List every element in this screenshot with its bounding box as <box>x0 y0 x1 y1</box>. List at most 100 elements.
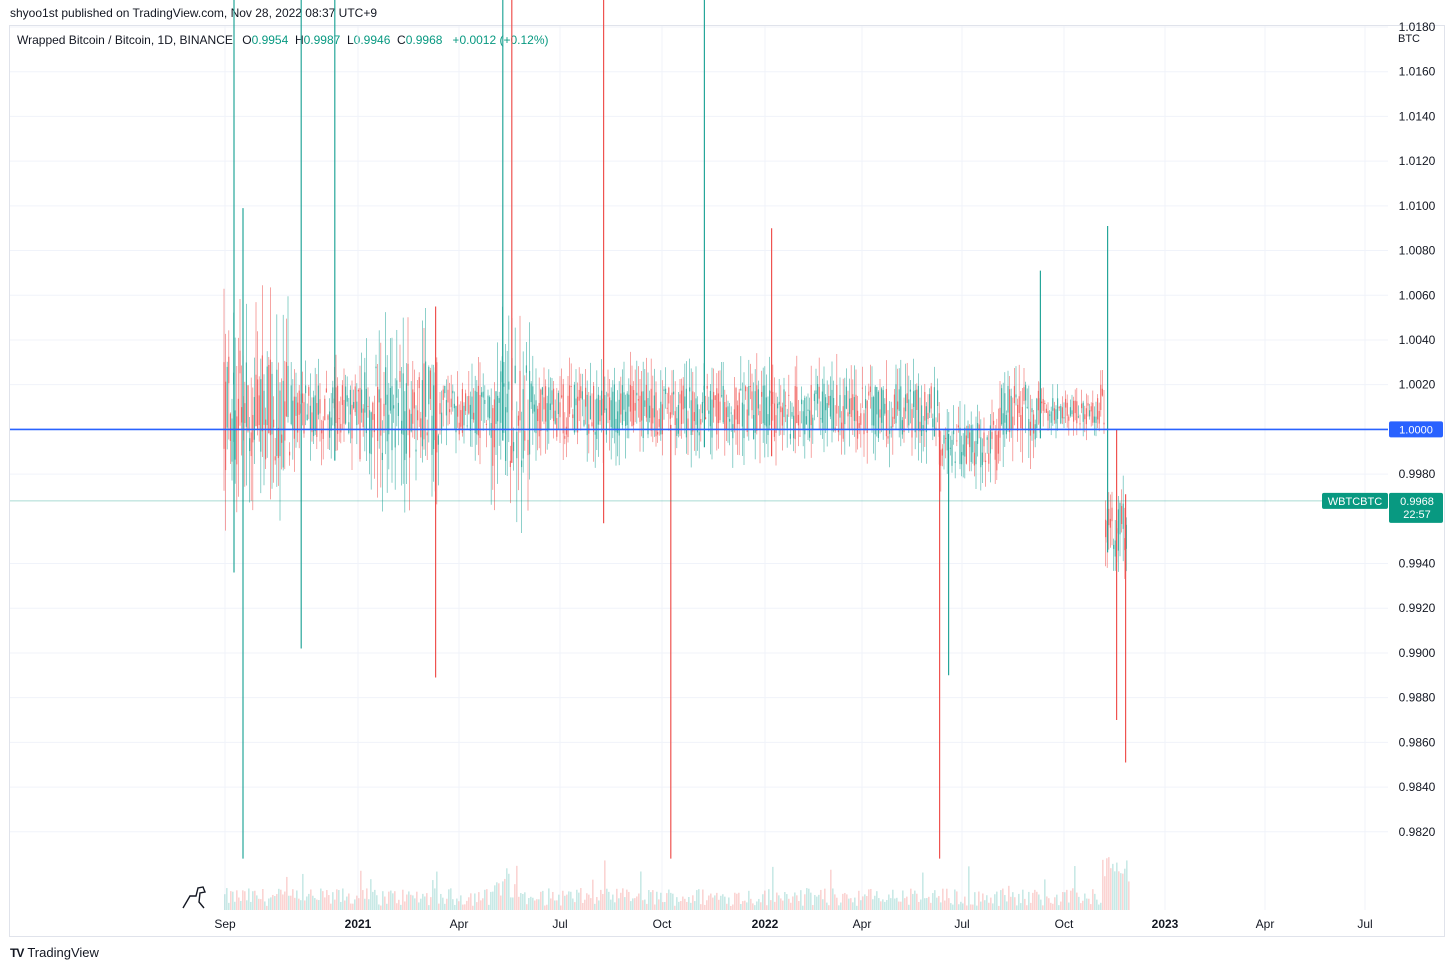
volume-bar <box>764 890 766 910</box>
horizontal-line-badge <box>1389 421 1443 438</box>
tradingview-footer[interactable]: TV TradingView <box>10 945 99 960</box>
candle-body <box>882 390 884 429</box>
volume-bar <box>350 903 352 910</box>
symbol-title[interactable]: Wrapped Bitcoin / Bitcoin, 1D, BINANCE <box>17 33 233 47</box>
volume-bar <box>1028 891 1030 910</box>
candle-body <box>932 418 934 428</box>
candle-body <box>335 387 337 423</box>
candle-body <box>607 393 609 397</box>
volume-bar <box>638 893 640 910</box>
candle-body <box>381 452 383 461</box>
volume-bar <box>620 892 622 910</box>
volume-bar <box>262 889 264 910</box>
candle-body <box>658 419 660 427</box>
volume-bar <box>1052 903 1054 910</box>
volume-bar <box>1054 897 1056 910</box>
candle-body <box>378 389 380 403</box>
candle-body <box>805 416 807 425</box>
symbol-badge-label: WBTCBTC <box>1328 496 1382 508</box>
candle-body <box>498 398 500 403</box>
candle-body <box>522 389 524 459</box>
volume-bar <box>886 900 888 910</box>
volume-bar <box>1126 860 1128 910</box>
volume-bar <box>794 892 796 910</box>
candle-body <box>1042 398 1044 411</box>
candle-body <box>874 386 876 435</box>
volume-bar <box>280 889 282 910</box>
y-tick-label: 0.9920 <box>1399 601 1436 615</box>
candle-body <box>345 386 347 424</box>
candle-body <box>297 402 299 433</box>
candle-body <box>234 410 236 460</box>
candle-body <box>612 391 614 429</box>
volume-bar <box>424 896 426 910</box>
volume-bar <box>442 897 444 910</box>
volume-bar <box>1008 885 1010 910</box>
candle-body <box>407 363 409 386</box>
volume-bar <box>874 895 876 910</box>
close-label: C <box>397 33 406 47</box>
candle-body <box>605 408 607 435</box>
candle-body <box>1092 402 1094 423</box>
volume-bar <box>1106 858 1108 910</box>
volume-bar <box>226 888 228 910</box>
volume-bar <box>940 902 942 910</box>
volume-bar <box>1084 893 1086 910</box>
candle-body <box>972 429 974 453</box>
volume-bar <box>962 903 964 910</box>
volume-bar <box>824 888 826 910</box>
y-tick-label: 0.9880 <box>1399 691 1436 705</box>
horizontal-line-label: 1.0000 <box>1399 424 1433 436</box>
candle-body <box>591 422 593 427</box>
chart-frame <box>9 25 1445 937</box>
candle-body <box>458 422 460 435</box>
candle-body <box>1053 408 1055 421</box>
volume-bar <box>464 904 466 910</box>
volume-bar <box>546 904 548 910</box>
volume-bar <box>572 898 574 910</box>
candle-body <box>653 395 655 418</box>
candle-body <box>513 442 515 452</box>
volume-bar <box>788 898 790 910</box>
candle-body <box>401 420 403 434</box>
tradingview-logo-icon: TV <box>10 945 24 960</box>
volume-bar <box>522 894 524 910</box>
candle-body <box>1097 398 1099 420</box>
candle-body <box>1103 422 1105 425</box>
candle-body <box>647 398 649 435</box>
volume-bar <box>282 894 284 910</box>
volume-bar <box>530 896 532 910</box>
candle-body <box>1090 406 1092 412</box>
candle-body <box>633 390 635 426</box>
volume-bar <box>674 905 676 910</box>
volume-bar <box>870 888 872 910</box>
candle-body <box>818 386 820 399</box>
candle-body <box>629 384 631 412</box>
candle-body <box>850 397 852 417</box>
candle-body <box>284 401 286 441</box>
candle-body <box>948 429 950 433</box>
candle-body <box>825 397 827 411</box>
candle-body <box>314 395 316 432</box>
candle-body <box>873 397 875 426</box>
candle-body <box>289 451 291 456</box>
y-tick-label: 1.0140 <box>1399 109 1436 123</box>
volume-bar <box>434 888 436 910</box>
candle-body <box>580 386 582 399</box>
volume-bar <box>586 893 588 910</box>
candle-body <box>674 411 676 426</box>
volume-bar <box>1100 902 1102 910</box>
candle-body <box>1119 503 1121 535</box>
dinosaur-icon[interactable] <box>182 886 206 909</box>
volume-bar <box>838 905 840 910</box>
candle-body <box>601 390 603 416</box>
volume-bar <box>458 901 460 910</box>
volume-bar <box>540 891 542 910</box>
volume-bar <box>1128 881 1130 910</box>
candle-body <box>1065 398 1067 408</box>
volume-bar <box>700 904 702 910</box>
candle-body <box>332 387 334 404</box>
candle-body <box>353 402 355 408</box>
volume-bar <box>1088 898 1090 910</box>
